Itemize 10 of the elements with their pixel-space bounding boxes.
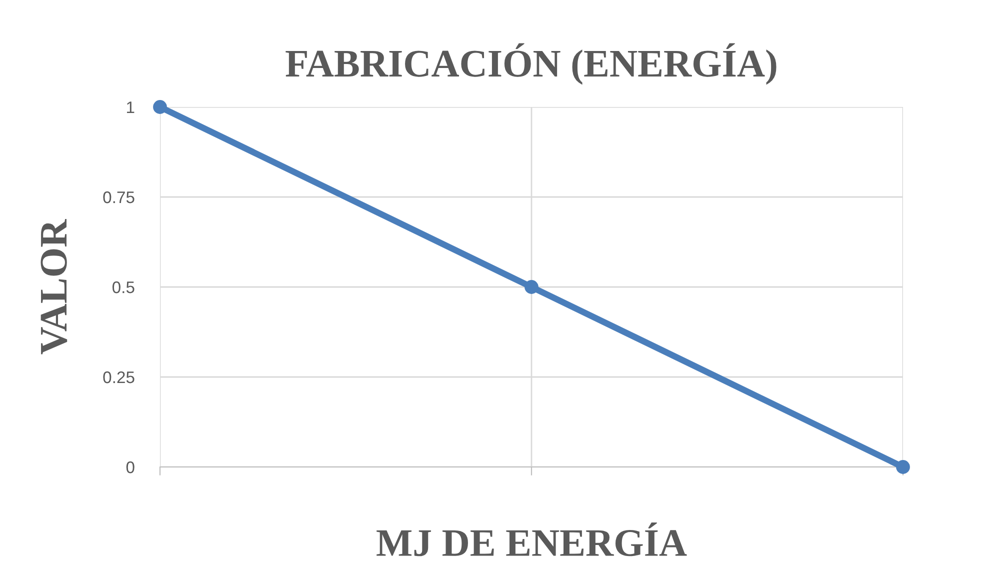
y-axis-title: VALOR	[40, 218, 68, 354]
y-tick-label: 0.25	[103, 371, 134, 384]
y-tick-label: 1	[127, 102, 134, 114]
y-tick-label: 0.75	[103, 191, 134, 204]
chart-title: FABRICACIÓN (ENERGÍA)	[286, 43, 776, 85]
y-tick-label: 0	[126, 461, 134, 474]
point	[524, 280, 538, 294]
x-axis-title: MJ DE ENERGÍA	[376, 522, 687, 556]
y-tick-label: 0.5	[112, 281, 134, 294]
point	[153, 100, 167, 114]
